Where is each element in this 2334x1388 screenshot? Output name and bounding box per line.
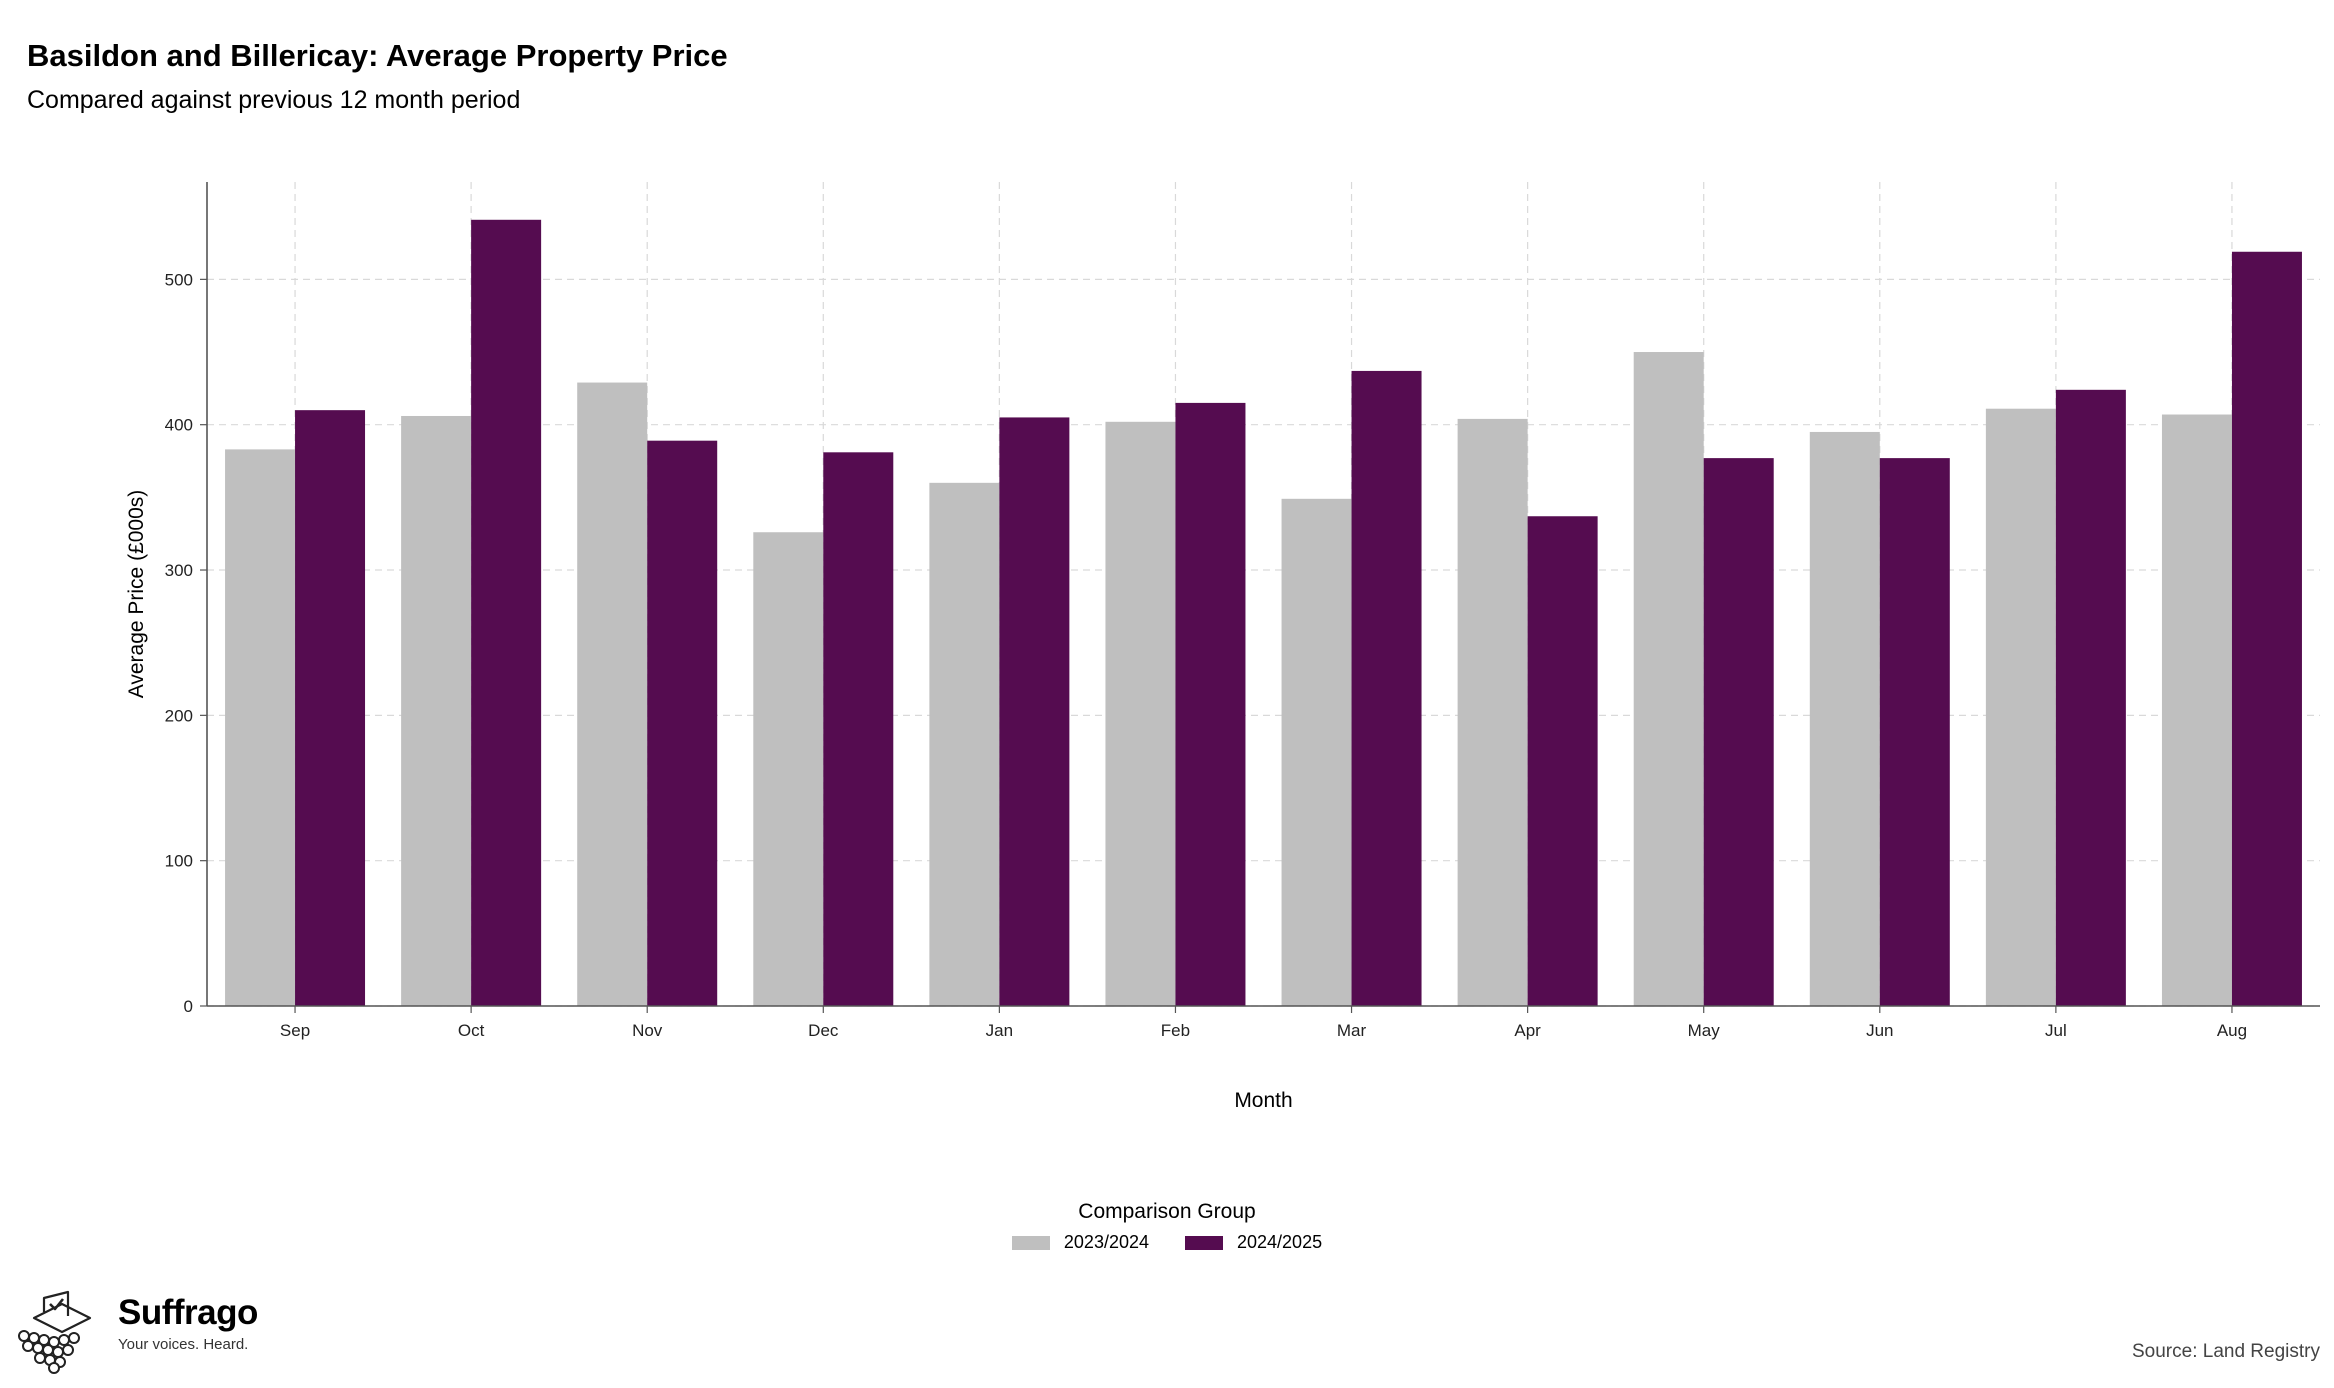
x-axis-title: Month [1234,1089,1292,1112]
bar-2024-2025-feb [1175,402,1246,1006]
y-tick-label: 300 [165,561,193,580]
bar-2024-2025-nov [647,440,718,1006]
bar-2023-2024-apr [1457,418,1528,1006]
legend-swatch-2024-2025 [1185,1235,1223,1250]
bars [225,219,2302,1007]
y-tick-label: 500 [165,270,193,289]
logo-tagline: Your voices. Heard. [118,1336,249,1353]
legend: Comparison Group 2023/2024 2024/2025 [0,1200,2334,1255]
y-tick-label: 100 [165,852,193,871]
x-tick-label: Nov [632,1021,663,1040]
axes: 0 100 200 300 400 500 Sep Oct Nov Dec Jan Feb Mar Apr… [165,182,2320,1040]
bar-2023-2024-mar [1281,498,1352,1006]
x-tick-label: Jun [1866,1021,1893,1040]
legend-title: Comparison Group [1078,1200,1256,1223]
bar-2024-2025-oct [471,219,542,1006]
bar-2023-2024-nov [577,382,648,1006]
bar-2024-2025-mar [1351,370,1422,1006]
x-tick-label: Mar [1337,1021,1367,1040]
legend-swatch-2023-2024 [1011,1235,1050,1250]
source-note: Source: Land Registry [2132,1341,2320,1362]
legend-label-2024-2025: 2024/2025 [1237,1232,1323,1252]
bar-2023-2024-may [1633,352,1704,1006]
x-tick-label: Dec [808,1021,839,1040]
bar-2023-2024-oct [401,415,472,1006]
legend-item-2024-2025: 2024/2025 [1185,1232,1322,1253]
x-tick-label: Aug [2217,1021,2247,1040]
x-tick-label: Apr [1514,1021,1541,1040]
logo-name: Suffrago [118,1293,258,1332]
bar-2023-2024-dec [753,532,824,1006]
bar-chart: 0 100 200 300 400 500 Sep Oct Nov Dec Jan Feb Mar Apr… [125,182,2320,1112]
bar-2024-2025-jul [2055,389,2126,1006]
legend-items: 2023/2024 2024/2025 [1011,1232,1322,1253]
x-tick-label: Jul [2045,1021,2067,1040]
x-tick-label: Jan [986,1021,1013,1040]
x-tick-label: Sep [280,1021,310,1040]
bar-2024-2025-jun [1879,458,1950,1006]
bar-2024-2025-aug [2231,251,2302,1007]
y-tick-label: 400 [165,416,193,435]
bar-2023-2024-jan [929,482,1000,1006]
bar-2024-2025-jan [999,417,1070,1006]
x-tick-label: Oct [458,1021,485,1040]
bar-2023-2024-sep [225,449,296,1006]
bar-2024-2025-may [1703,458,1774,1006]
bar-2023-2024-feb [1105,421,1176,1007]
chart-title: Basildon and Billericay: Average Propert… [27,38,728,73]
x-tick-label: Feb [1161,1021,1190,1040]
x-tick-label: May [1688,1021,1721,1040]
bar-2024-2025-sep [295,410,366,1007]
y-tick-label: 200 [165,706,193,725]
bar-2023-2024-aug [2161,414,2232,1006]
y-axis-title: Average Price (£000s) [125,490,148,699]
y-tick-label: 0 [184,997,193,1016]
chart-subtitle: Compared against previous 12 month perio… [27,86,521,114]
bar-2023-2024-jul [1985,408,2056,1006]
legend-item-2023-2024: 2023/2024 [1011,1232,1149,1253]
bar-2024-2025-dec [823,452,894,1006]
bar-2023-2024-jun [1809,431,1880,1007]
ballot-box-icon [18,1290,92,1374]
suffrago-logo: Suffrago Your voices. Heard. [14,1290,258,1374]
bar-2024-2025-apr [1527,516,1598,1006]
legend-label-2023-2024: 2023/2024 [1063,1232,1149,1252]
